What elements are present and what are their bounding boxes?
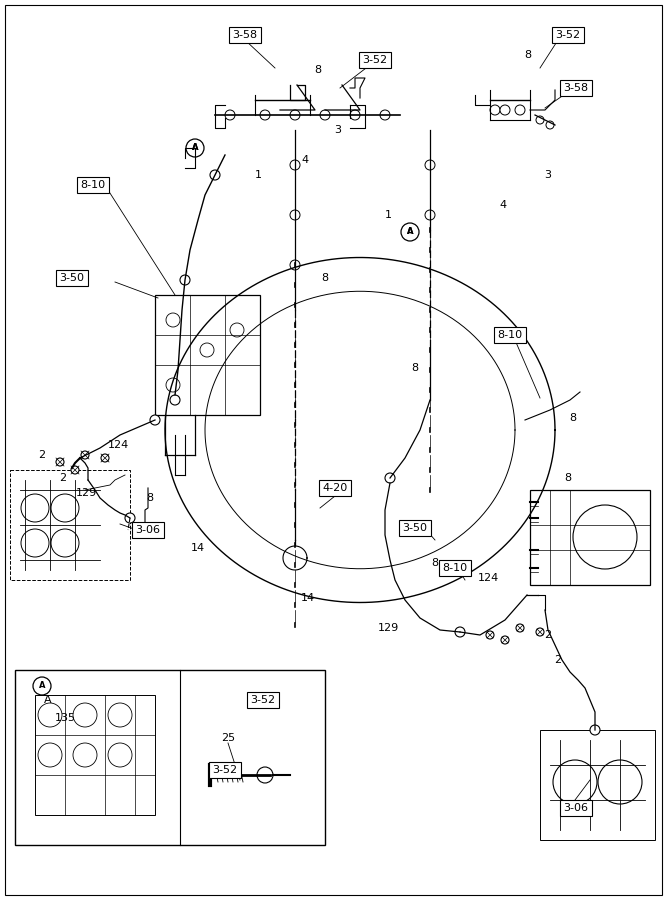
Circle shape: [515, 105, 525, 115]
Bar: [15, 670, 325, 845]
Text: A: A: [407, 228, 414, 237]
Circle shape: [380, 110, 390, 120]
Circle shape: [210, 170, 220, 180]
Text: 4-20: 4-20: [322, 483, 348, 493]
Circle shape: [590, 725, 600, 735]
Text: 8: 8: [570, 413, 576, 423]
Bar: [540, 730, 655, 840]
Circle shape: [350, 110, 360, 120]
Text: 3-52: 3-52: [556, 30, 580, 40]
Text: 3-58: 3-58: [232, 30, 257, 40]
Circle shape: [290, 110, 300, 120]
Circle shape: [536, 116, 544, 124]
Text: 1: 1: [255, 170, 261, 180]
Text: 2: 2: [39, 450, 45, 460]
Text: 4: 4: [301, 155, 309, 165]
Bar: [35, 695, 155, 815]
Text: 4: 4: [500, 200, 506, 210]
Circle shape: [225, 110, 235, 120]
Text: 3-50: 3-50: [402, 523, 428, 533]
Circle shape: [546, 121, 554, 129]
Circle shape: [536, 628, 544, 636]
Text: A: A: [407, 228, 414, 237]
Circle shape: [425, 210, 435, 220]
Text: 3-52: 3-52: [250, 695, 275, 705]
Text: 8: 8: [432, 558, 439, 568]
Text: 1: 1: [384, 210, 392, 220]
Text: 14: 14: [301, 593, 315, 603]
Text: 8: 8: [412, 363, 419, 373]
Text: 124: 124: [478, 573, 499, 583]
Circle shape: [180, 275, 190, 285]
Text: 124: 124: [107, 440, 129, 450]
Text: A: A: [44, 695, 52, 705]
Text: 129: 129: [75, 488, 97, 498]
Circle shape: [150, 415, 160, 425]
Circle shape: [425, 160, 435, 170]
Bar: [530, 490, 650, 585]
Text: 3-52: 3-52: [362, 55, 388, 65]
Text: A: A: [191, 143, 198, 152]
Text: 8-10: 8-10: [498, 330, 522, 340]
Circle shape: [486, 631, 494, 639]
Text: 3-06: 3-06: [564, 803, 588, 813]
Text: 3: 3: [334, 125, 342, 135]
Text: 25: 25: [221, 733, 235, 743]
Circle shape: [260, 110, 270, 120]
Text: A: A: [191, 143, 198, 152]
Text: 8-10: 8-10: [81, 180, 105, 190]
Circle shape: [81, 451, 89, 459]
Bar: [155, 295, 260, 415]
Text: 3-58: 3-58: [564, 83, 588, 93]
Bar: [10, 470, 130, 580]
Circle shape: [125, 513, 135, 523]
Circle shape: [501, 636, 509, 644]
Circle shape: [170, 395, 180, 405]
Text: 2: 2: [554, 655, 562, 665]
Circle shape: [101, 454, 109, 462]
Text: 135: 135: [55, 713, 75, 723]
Circle shape: [290, 160, 300, 170]
Circle shape: [385, 473, 395, 483]
Circle shape: [71, 466, 79, 474]
Circle shape: [290, 210, 300, 220]
Circle shape: [290, 260, 300, 270]
Circle shape: [516, 624, 524, 632]
Text: 2: 2: [544, 630, 552, 640]
Text: 2: 2: [59, 473, 67, 483]
Text: 8: 8: [147, 493, 153, 503]
Circle shape: [56, 458, 64, 466]
Text: 8: 8: [314, 65, 321, 75]
Text: 8: 8: [524, 50, 532, 60]
Text: 14: 14: [191, 543, 205, 553]
Text: 3: 3: [544, 170, 552, 180]
Text: 129: 129: [378, 623, 399, 633]
Text: 8: 8: [321, 273, 329, 283]
Text: 8: 8: [564, 473, 572, 483]
Circle shape: [490, 105, 500, 115]
Text: 3-06: 3-06: [135, 525, 161, 535]
Circle shape: [500, 105, 510, 115]
Text: 3-52: 3-52: [212, 765, 237, 775]
Circle shape: [320, 110, 330, 120]
Circle shape: [455, 627, 465, 637]
Text: 3-50: 3-50: [59, 273, 85, 283]
Text: A: A: [39, 681, 45, 690]
Text: 8-10: 8-10: [442, 563, 468, 573]
